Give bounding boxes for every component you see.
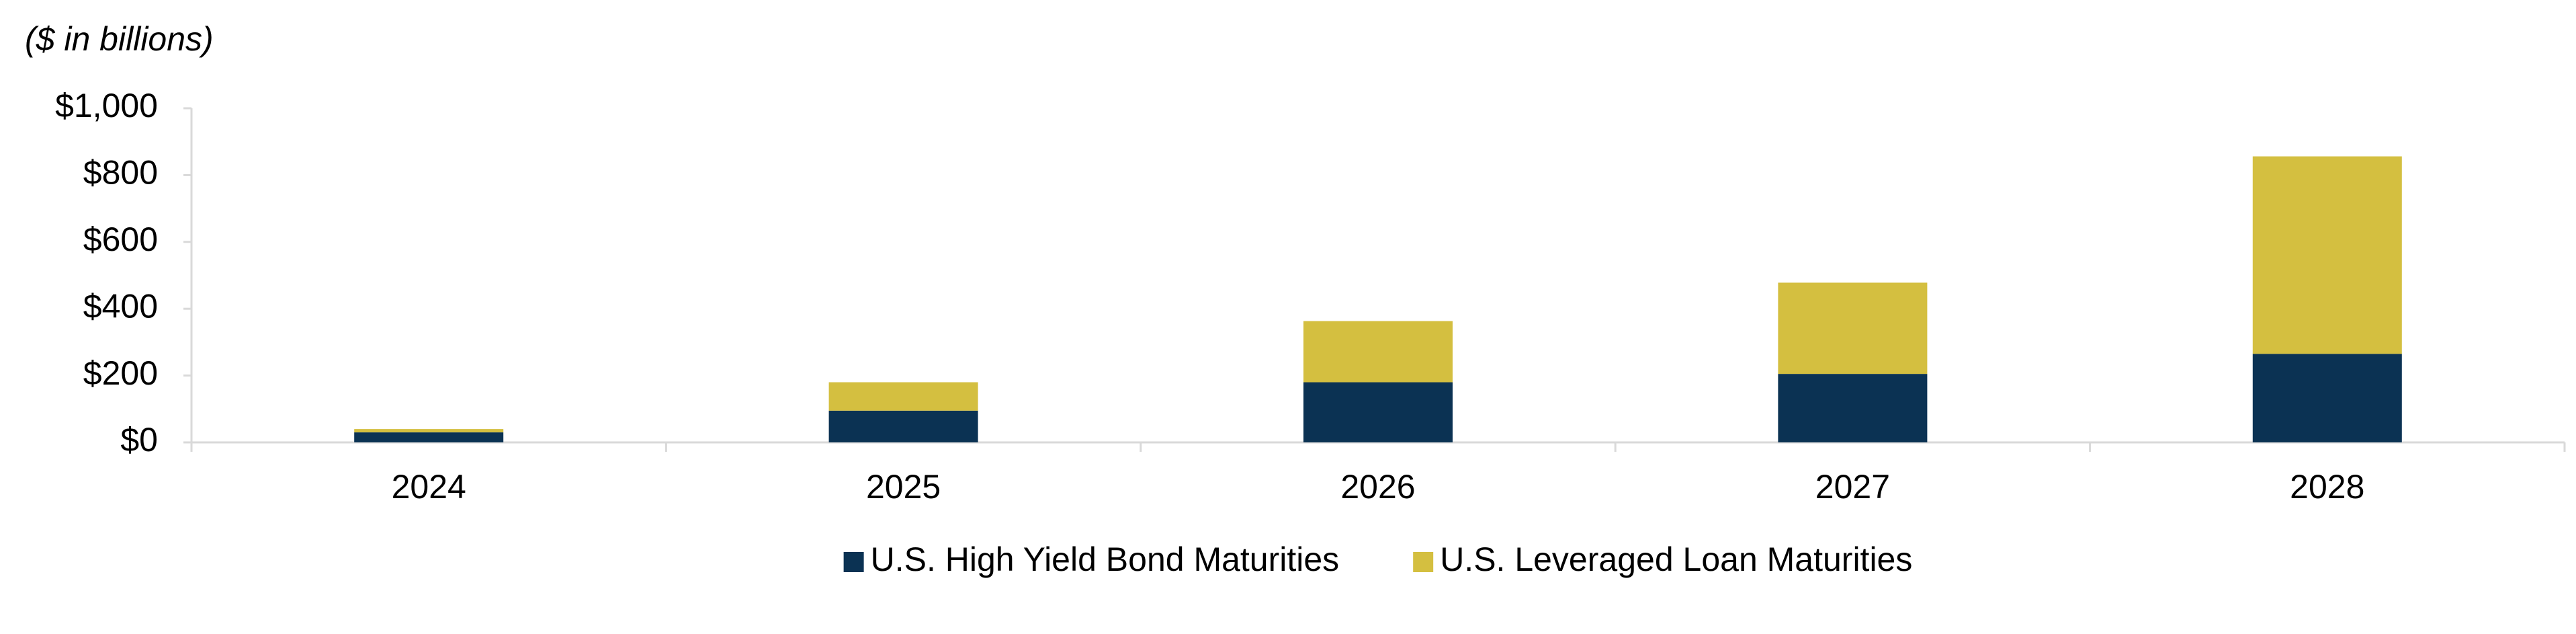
bar-segment [1303, 321, 1453, 383]
legend-swatch [1413, 552, 1434, 572]
x-tick-label: 2025 [866, 468, 941, 506]
bar-segment [354, 429, 504, 433]
x-tick-label: 2026 [1340, 468, 1415, 506]
bar-segment [828, 410, 978, 442]
x-tick-label: 2027 [1815, 468, 1890, 506]
bar-segment [1778, 374, 1928, 442]
bar-segment [1303, 382, 1453, 442]
bar-segment [354, 432, 504, 442]
unit-label: ($ in billions) [25, 20, 214, 58]
bar-segment [2252, 354, 2402, 442]
bar-segment [2252, 156, 2402, 354]
x-tick-label: 2024 [392, 468, 466, 506]
legend-label: U.S. Leveraged Loan Maturities [1440, 541, 1912, 578]
x-tick-label: 2028 [2290, 468, 2364, 506]
y-tick-label: $1,000 [55, 87, 158, 124]
legend-swatch [843, 552, 864, 572]
y-tick-label: $600 [83, 221, 158, 258]
legend-label: U.S. High Yield Bond Maturities [871, 541, 1340, 578]
y-tick-label: $400 [83, 287, 158, 325]
bar-segment [828, 382, 978, 411]
y-tick-label: $0 [120, 421, 158, 459]
y-tick-label: $200 [83, 354, 158, 392]
bar-segment [1778, 282, 1928, 374]
y-tick-label: $800 [83, 154, 158, 192]
